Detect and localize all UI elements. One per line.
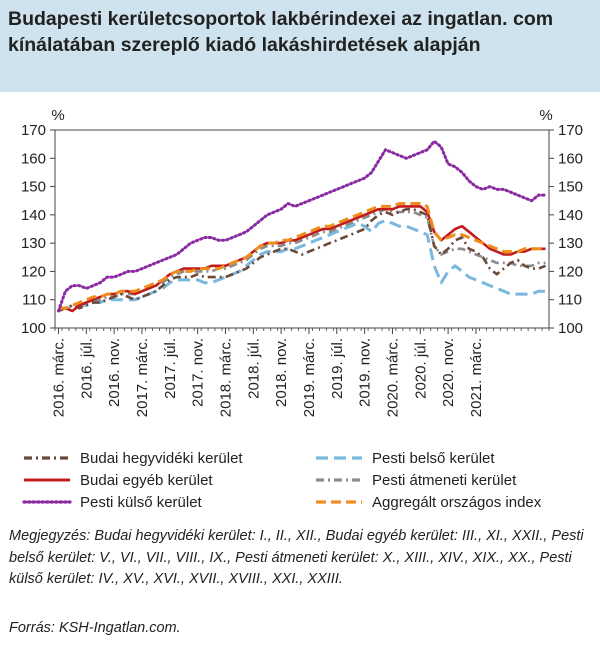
chart-title: Budapesti kerületcsoportok lakbérindexei… <box>8 8 554 56</box>
legend-swatch <box>316 500 362 504</box>
x-tick-label: 2020. nov. <box>440 338 457 407</box>
y-tick-label-right: 140 <box>558 207 583 224</box>
series-line-0 <box>58 207 546 313</box>
y-unit-right: % <box>539 107 552 124</box>
legend-label: Budai hegyvidéki kerület <box>80 449 243 467</box>
y-tick-label-right: 120 <box>558 263 583 280</box>
title-box: Budapesti kerületcsoportok lakbérindexei… <box>0 0 600 92</box>
legend-item: Aggregált országos index <box>314 492 541 512</box>
legend-item: Pesti átmeneti kerület <box>314 470 516 490</box>
legend-swatch <box>316 478 362 482</box>
x-tick-label: 2017. júl. <box>162 338 179 399</box>
y-tick-label-right: 110 <box>558 292 582 309</box>
y-tick-label-right: 170 <box>558 122 583 139</box>
line-chart: 100 100 110 110 120 120 130 130 140 140 150 150 160 1… <box>21 107 583 417</box>
legend-label: Pesti külső kerület <box>80 493 202 511</box>
x-tick-label: 2018. júl. <box>245 338 262 399</box>
series-line-5 <box>58 202 546 310</box>
legend-swatch <box>22 500 72 504</box>
x-tick-label: 2018. márc. <box>217 338 234 417</box>
x-tick-label: 2020. márc. <box>384 338 401 417</box>
x-tick-label: 2016. nov. <box>106 338 123 407</box>
legend-label: Pesti átmeneti kerület <box>372 471 517 489</box>
series-layer <box>57 139 547 313</box>
x-tick-label: 2019. júl. <box>329 338 346 399</box>
x-tick-label: 2019. nov. <box>357 338 374 407</box>
y-unit-left: % <box>51 107 64 124</box>
y-tick-label-left: 120 <box>21 263 46 280</box>
series-line-3 <box>58 219 546 310</box>
x-tick-label: 2017. márc. <box>134 338 151 417</box>
y-tick-label-left: 110 <box>22 292 46 309</box>
source-text: Forrás: KSH-Ingatlan.com. <box>9 620 181 636</box>
y-tick-label-right: 100 <box>558 320 583 337</box>
x-tick-label: 2021. márc. <box>468 338 485 417</box>
x-tick-label: 2017. nov. <box>190 338 207 407</box>
legend-swatch <box>24 478 70 482</box>
series-line-2 <box>57 139 547 313</box>
legend-label: Aggregált országos index <box>372 493 542 511</box>
legend-item: Pesti belső kerület <box>314 448 495 468</box>
y-tick-label-left: 170 <box>21 122 46 139</box>
x-tick-label: 2020. júl. <box>412 338 429 399</box>
y-tick-label-left: 140 <box>21 207 46 224</box>
footnote: Megjegyzés: Budai hegyvidéki kerület: I.… <box>9 528 584 587</box>
y-tick-label-left: 160 <box>21 150 46 167</box>
y-tick-label-left: 150 <box>21 179 46 196</box>
legend-item: Budai egyéb kerület <box>22 470 213 490</box>
legend-label: Budai egyéb kerület <box>80 471 213 489</box>
x-tick-label: 2016. júl. <box>78 338 95 399</box>
y-tick-label-left: 130 <box>21 235 46 252</box>
axes-layer: 100 100 110 110 120 120 130 130 140 140 150 150 160 1… <box>21 107 583 417</box>
legend-item: Budai hegyvidéki kerület <box>22 448 243 468</box>
x-tick-label: 2018. nov. <box>273 338 290 407</box>
legend-item: Pesti külső kerület <box>22 492 202 512</box>
x-tick-label: 2019. márc. <box>301 338 318 417</box>
legend-label: Pesti belső kerület <box>372 449 495 467</box>
legend-swatch <box>24 456 70 460</box>
y-tick-label-right: 130 <box>558 235 583 252</box>
series-line-1 <box>58 205 546 313</box>
y-tick-label-right: 150 <box>558 179 583 196</box>
y-tick-label-left: 100 <box>21 320 46 337</box>
legend-swatch <box>316 456 362 460</box>
y-tick-label-right: 160 <box>558 150 583 167</box>
plot-frame <box>54 129 550 329</box>
x-tick-label: 2016. márc. <box>50 338 67 417</box>
